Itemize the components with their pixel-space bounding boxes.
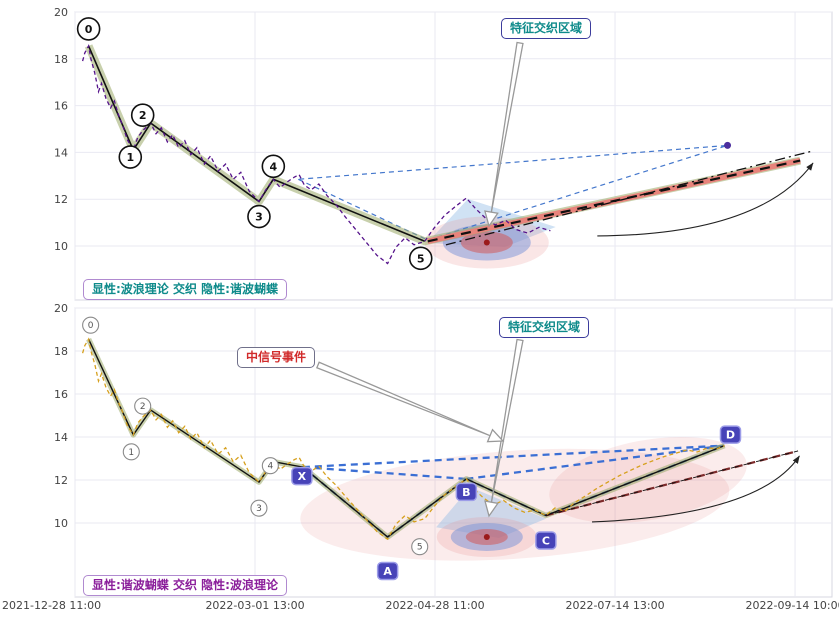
harmonic-marker-label: A [383,565,392,578]
wave-marker-label: 1 [126,151,134,164]
harmonic-marker-label: D [726,429,735,442]
callout-arrow-head [484,500,499,518]
projection-triangle [295,144,728,241]
x-tick-label: 2021-12-28 11:00 [2,599,101,612]
wave-marker-1 [122,443,140,461]
wave-marker-2 [130,103,155,127]
interweave-center-dot [483,533,490,540]
annotation-signal-event: 中信号事件 [237,347,316,368]
signal-region-ellipse [300,448,730,561]
wave-marker-label: 4 [267,462,273,472]
wave-marker-4 [261,154,286,179]
callout-arrow-shaft [490,338,524,503]
callout-arrow-head [486,428,505,443]
harmonic-edge [302,444,725,469]
annotation-feature-zone-top: 特征交织区域 [501,18,592,39]
wave-marker-label: 5 [417,252,425,265]
wave-marker-label: 3 [256,504,262,514]
legend-top-panel: 显性:波浪理论 交织 隐性:谐波蝴蝶 [83,279,287,300]
wave-marker-4 [261,457,279,475]
x-tick-label: 2022-03-01 13:00 [205,599,304,612]
wave-marker-5 [408,246,433,271]
harmonic-marker-label: C [542,534,550,547]
wave-marker-label: 5 [417,543,423,553]
wave-line [87,45,426,243]
wave-marker-label: 0 [85,23,93,36]
y-tick-label: 18 [54,345,68,358]
wave-marker-label: 4 [270,160,278,173]
callout-arrow-head [484,210,499,228]
harmonic-marker-label: B [462,486,470,499]
harmonic-marker-B [455,482,478,502]
price-line [81,337,725,541]
price-line [81,43,551,265]
x-axis: 2021-12-28 11:00 2022-03-01 13:00 2022-04-… [2,599,839,612]
projection-dot [724,141,732,149]
curve-arrow [592,455,800,523]
y-tick-label: 20 [54,302,68,315]
annotation-feature-zone-bottom: 特征交织区域 [499,317,590,338]
wave-marker-label: 1 [128,448,134,458]
y-tick-label: 20 [54,6,68,19]
y-tick-label: 12 [54,474,68,487]
harmonic-marker-X [291,466,313,486]
dashdot-projection [445,150,812,246]
wave-marker-label: 3 [255,211,263,224]
x-tick-label: 2022-07-14 13:00 [565,599,664,612]
curve-arrow [597,162,814,237]
wave-marker-3 [247,204,271,229]
wave-marker-5 [411,538,429,556]
wave-marker-label: 2 [140,402,146,412]
y-tick-label: 10 [54,517,68,530]
x-tick-label: 2022-04-28 11:00 [385,599,484,612]
harmonic-marker-C [535,531,557,550]
wave-marker-3 [250,499,268,517]
annotation-arrows [316,41,524,518]
harmonic-marker-label: X [298,470,307,483]
y-tick-label: 14 [54,431,68,444]
trend-line-dash [427,159,801,243]
y-tick-label: 16 [54,388,68,401]
y-tick-label: 12 [54,193,68,206]
wave-marker-2 [134,397,152,415]
harmonic-edge [302,465,467,481]
wave-marker-label: 0 [88,321,94,331]
wave-marker-0 [82,316,100,334]
y-tick-label: 10 [54,240,68,253]
callout-arrow-shaft [490,41,524,213]
wave-marker-0 [76,17,101,41]
y-tick-label: 14 [54,146,68,159]
callout-arrow-shaft [316,361,491,437]
interweave-center-dot [483,239,490,246]
wave-marker-label: 2 [139,109,147,122]
harmonic-edge [466,444,725,481]
legend-bottom-panel: 显性:谐波蝴蝶 交织 隐性:波浪理论 [83,575,287,596]
trend-line-dash [545,450,799,516]
y-tick-label: 18 [54,53,68,66]
harmonic-marker-A [376,561,399,581]
y-tick-label: 16 [54,100,68,113]
wave-marker-1 [118,145,143,169]
x-tick-label: 2022-09-14 10:00 [745,599,839,612]
harmonic-marker-D [719,425,742,444]
